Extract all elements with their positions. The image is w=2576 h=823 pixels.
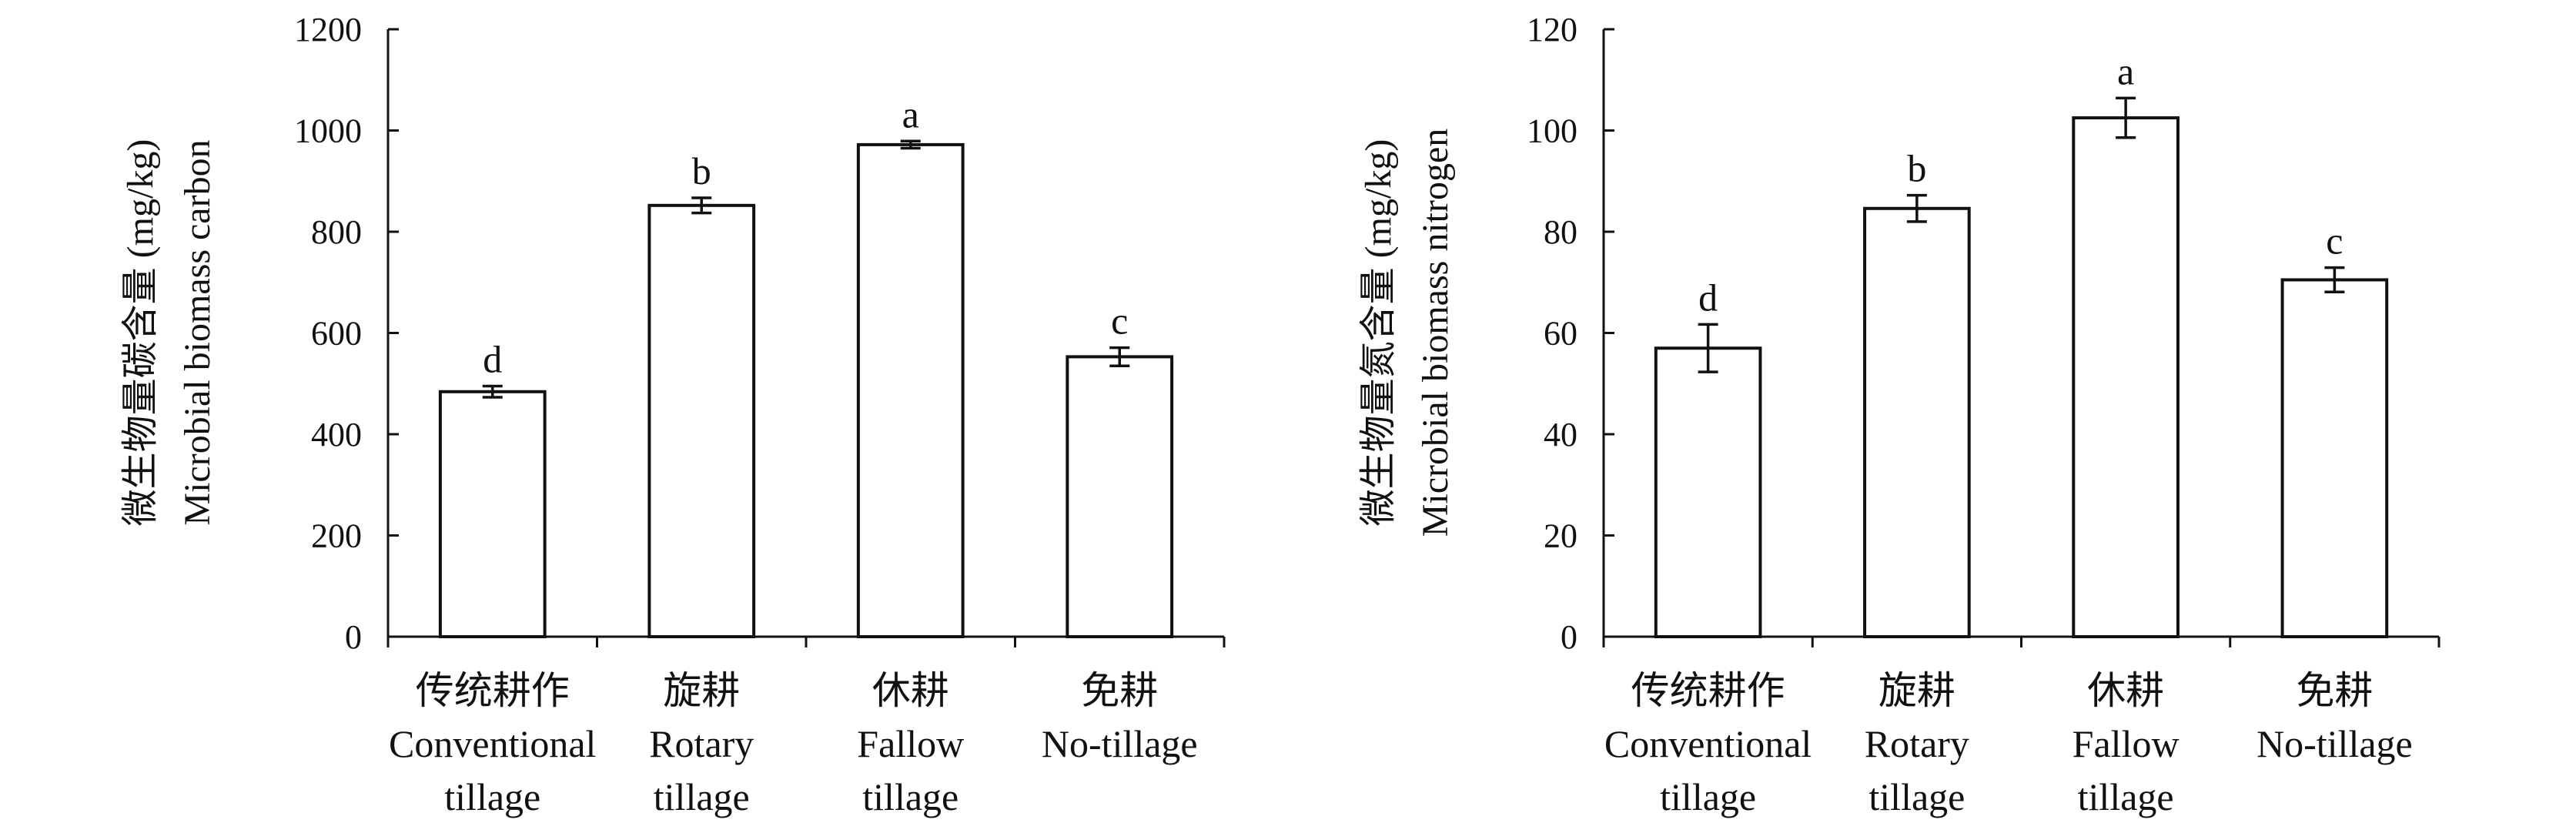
y-tick-label: 80 (1544, 213, 1577, 251)
y-tick-label: 1000 (294, 112, 362, 150)
y-tick-label: 1200 (294, 11, 362, 49)
y-tick-label: 120 (1527, 11, 1577, 49)
x-category-label: tillage (1868, 775, 1965, 818)
x-category-label: No-tillage (1042, 722, 1198, 765)
y-tick-label: 0 (1561, 618, 1577, 656)
significance-letter: d (1698, 276, 1718, 319)
x-category-label: 传统耕作 (1631, 669, 1785, 712)
x-category-label: tillage (2078, 775, 2174, 818)
bar (856, 142, 965, 639)
x-category-label: Fallow (857, 722, 964, 765)
y-tick-label: 0 (345, 618, 362, 656)
y-tick-label: 600 (311, 315, 362, 353)
y-tick-label: 60 (1544, 315, 1577, 353)
bar (1863, 206, 1971, 638)
carbon-chart: 0 200 400 600 800 1000 1200 d 传统耕作 Conventional ti… (120, 11, 1226, 818)
x-category-label: tillage (862, 775, 958, 818)
significance-letter: b (692, 149, 711, 192)
x-category-label: 旋耕 (1878, 669, 1955, 712)
y-axis-label: Microbial biomass carbon (177, 139, 218, 525)
significance-letter: c (1111, 299, 1128, 343)
bar (1066, 355, 1174, 638)
y-tick-label: 200 (311, 517, 362, 555)
bar (2072, 116, 2180, 638)
y-tick-label: 800 (311, 213, 362, 251)
bar (647, 203, 756, 638)
significance-letter: b (1907, 147, 1926, 190)
x-category-label: tillage (444, 775, 540, 818)
x-category-label: 传统耕作 (416, 669, 570, 712)
x-category-label: tillage (654, 775, 750, 818)
x-category-label: 休耕 (872, 669, 949, 712)
x-category-label: 休耕 (2087, 669, 2164, 712)
significance-letter: d (483, 338, 502, 381)
y-axis-label: 微生物量碳含量 (mg/kg) (120, 139, 161, 527)
x-category-label: Rotary (649, 722, 754, 765)
y-tick-label: 400 (311, 416, 362, 453)
y-axis-label: 微生物量氮含量 (mg/kg) (1358, 139, 1399, 527)
x-category-label: 旋耕 (663, 669, 740, 712)
y-tick-label: 100 (1527, 112, 1577, 150)
x-category-label: 免耕 (2296, 669, 2373, 712)
bar (1654, 346, 1762, 638)
bar (438, 390, 547, 638)
bar (2280, 278, 2389, 638)
y-tick-label: 20 (1544, 517, 1577, 555)
x-category-label: tillage (1660, 775, 1756, 818)
y-tick-label: 40 (1544, 416, 1577, 453)
nitrogen-chart: 0 20 40 60 80 100 120 d 传统耕作 Conventional tillage b… (1358, 11, 2441, 818)
x-category-label: Conventional (389, 722, 596, 765)
x-category-label: No-tillage (2257, 722, 2413, 765)
significance-letter: c (2326, 219, 2343, 263)
x-category-label: Rotary (1865, 722, 1969, 765)
significance-letter: a (2117, 49, 2134, 92)
significance-letter: a (902, 92, 919, 135)
x-category-label: Conventional (1604, 722, 1812, 765)
y-axis-label: Microbial biomass nitrogen (1415, 129, 1456, 537)
x-category-label: Fallow (2073, 722, 2180, 765)
x-category-label: 免耕 (1081, 669, 1158, 712)
